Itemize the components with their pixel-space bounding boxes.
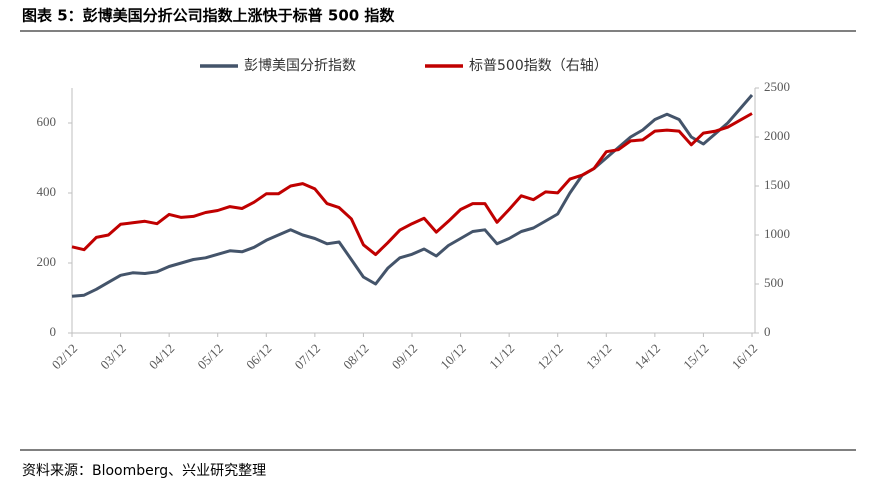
x-tick-label: 03/12 [97,341,129,373]
y2-tick-label: 1000 [764,226,790,241]
legend-label: 标普500指数（右轴） [469,58,608,74]
x-tick-label: 08/12 [340,341,372,373]
y-tick-label: 400 [37,184,57,199]
x-tick-label: 12/12 [534,341,566,373]
y-tick-label: 200 [37,254,57,269]
x-tick-label: 04/12 [146,341,178,373]
legend-label: 彭博美国分折指数 [244,57,356,74]
y-tick-label: 600 [37,114,57,129]
x-tick-label: 16/12 [729,341,761,373]
x-tick-label: 15/12 [680,341,712,373]
series-line [71,94,754,298]
y2-tick-label: 2500 [764,79,790,94]
x-tick-label: 11/12 [486,341,517,372]
y2-tick-label: 1500 [764,177,790,192]
x-tick-label: 06/12 [243,341,275,373]
x-tick-label: 14/12 [632,341,664,373]
x-tick-label: 07/12 [292,341,324,373]
x-tick-label: 05/12 [194,341,226,373]
y2-tick-label: 0 [764,324,771,339]
chart-title: 图表 5：彭博美国分折公司指数上涨快于标普 500 指数 [22,7,395,25]
x-tick-label: 13/12 [583,341,615,373]
x-tick-label: 10/12 [437,341,469,373]
y2-tick-label: 500 [764,275,784,290]
series-line [71,112,753,257]
x-tick-label: 09/12 [389,341,421,373]
x-tick-label: 02/12 [49,341,81,373]
y-tick-label: 0 [50,324,57,339]
y2-tick-label: 2000 [764,128,790,143]
source: 资料来源：Bloomberg、兴业研究整理 [22,463,266,479]
